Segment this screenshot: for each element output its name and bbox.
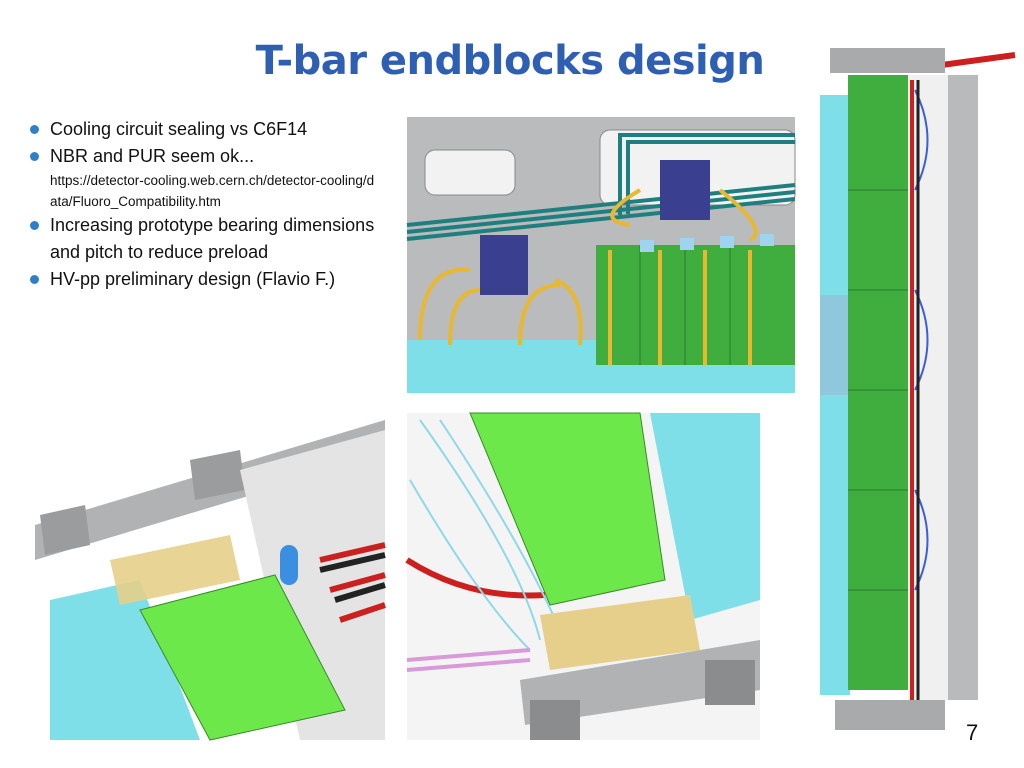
bullet-text: NBR and PUR seem ok... [50, 146, 255, 166]
bullet-text: HV-pp preliminary design (Flavio F.) [50, 269, 336, 289]
page-number: 7 [966, 720, 979, 745]
image-tbar-side [820, 48, 1016, 730]
image-endblock-left [35, 420, 386, 741]
bullet-text: Increasing prototype bearing dimensions … [50, 215, 375, 262]
bullet-dot [30, 275, 39, 284]
image-cooling-pipes [406, 117, 796, 393]
bullet-list: Cooling circuit sealing vs C6F14 NBR and… [28, 116, 388, 293]
bullet-dot [30, 221, 39, 230]
slide-title: T-bar endblocks design [255, 38, 765, 84]
bullet-dot [30, 125, 39, 134]
bullet-item: NBR and PUR seem ok... https://detector-c… [28, 143, 388, 212]
bullet-item: HV-pp preliminary design (Flavio F.) [28, 266, 388, 293]
bullet-item: Increasing prototype bearing dimensions … [28, 212, 388, 266]
image-endblock-middle [405, 412, 760, 740]
bullet-item: Cooling circuit sealing vs C6F14 [28, 116, 388, 143]
bullet-text: Cooling circuit sealing vs C6F14 [50, 119, 308, 139]
bullet-dot [30, 152, 39, 161]
bullet-link: https://detector-cooling.web.cern.ch/det… [50, 173, 375, 209]
